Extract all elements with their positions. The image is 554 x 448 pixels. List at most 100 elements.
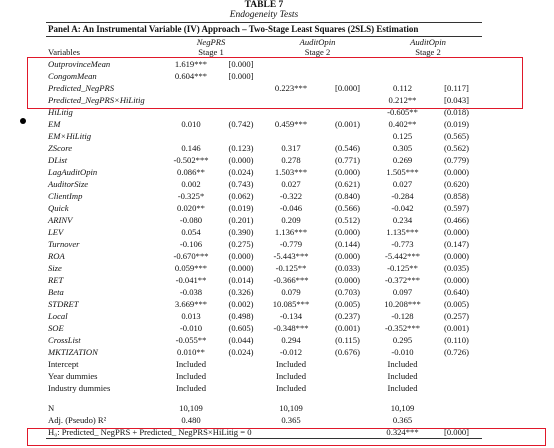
cell: (0.147) <box>443 239 470 249</box>
cell: -0.128 <box>391 311 414 321</box>
panel-title: Panel A: An Instrumental Variable (IV) A… <box>46 22 482 37</box>
cell: (0.115) <box>335 335 360 345</box>
cell: 0.146 <box>181 143 201 153</box>
cell: 0.059*** <box>174 263 208 273</box>
cell: (0.062) <box>228 191 254 201</box>
cell: 0.234 <box>392 215 413 225</box>
cell: 0.002 <box>181 179 201 189</box>
cell: Included <box>387 359 418 369</box>
cell: 0.010 <box>181 119 201 129</box>
cell: Year dummies <box>48 371 98 381</box>
cell: (0.390) <box>228 227 254 237</box>
cell: Local <box>48 311 68 321</box>
highlight-box <box>27 57 523 109</box>
cell: (0.024) <box>228 167 254 177</box>
cell: (0.566) <box>334 203 361 213</box>
cell: 0.079 <box>281 287 301 297</box>
table-row: AuditorSize 0.002 (0.743) 0.027 (0.621) 0.027… <box>46 178 482 190</box>
cell: 0.020** <box>177 203 205 213</box>
cell: (0.621) <box>334 179 361 189</box>
table-row: LEV 0.054 (0.390) 1.136*** (0.000) 1.135*** (0… <box>46 226 482 238</box>
cell: (0.000) <box>443 167 470 177</box>
column-header: Stage 2 <box>374 47 483 58</box>
cell: 0.086** <box>177 167 205 177</box>
cell: (0.000) <box>228 155 254 165</box>
cell: 10,109 <box>179 403 203 413</box>
cell: Included <box>275 371 307 381</box>
results-table: NegPRS AuditOpin AuditOpin Variables Sta… <box>46 37 483 439</box>
cell <box>221 382 261 394</box>
cell: (0.237) <box>334 311 361 321</box>
table-body: OutprovinceMean 1.619*** [0.000] CongomMean… <box>46 58 483 439</box>
cell: 0.365 <box>392 415 413 425</box>
cell: (0.000) <box>228 263 254 273</box>
column-header: Stage 2 <box>261 47 375 58</box>
cell: -0.284 <box>391 191 414 201</box>
cell: 0.317 <box>281 143 301 153</box>
cell: (0.201) <box>228 215 254 225</box>
cell: -0.041** <box>175 275 207 285</box>
table-row: CongomMean 0.604*** [0.000] <box>46 70 482 82</box>
cell: 0.027 <box>392 179 413 189</box>
table-row: RET -0.041** (0.014) -0.366*** (0.000) -0.372… <box>46 274 482 286</box>
cell: [0.000] <box>334 83 361 93</box>
cell: (0.257) <box>443 311 470 321</box>
cell: (0.001) <box>334 323 361 333</box>
cell: (0.326) <box>228 287 254 297</box>
table-row: STDRET 3.669*** (0.002) 10.085*** (0.005) 10.… <box>46 298 482 310</box>
cell: 1.503*** <box>274 167 308 177</box>
cell <box>431 382 482 394</box>
cell: -0.352*** <box>384 323 421 333</box>
cell: Included <box>175 371 207 381</box>
cell: 0.112 <box>393 83 413 93</box>
cell: -0.348*** <box>273 323 309 333</box>
cell: 0.097 <box>392 287 413 297</box>
cell: CrossList <box>48 335 81 345</box>
table-row: ClientImp -0.325* (0.062) -0.322 (0.840) -0.2… <box>46 190 482 202</box>
cell <box>431 358 482 370</box>
table-subtitle: Endogeneity Tests <box>229 10 299 20</box>
cell: HiLitig <box>48 107 73 117</box>
cell: EM×HiLitig <box>48 131 92 141</box>
table-row: HiLitig -0.605** (0.018) <box>46 106 482 118</box>
table-row: Quick 0.020** (0.019) -0.046 (0.566) -0.042 (0… <box>46 202 482 214</box>
cell <box>321 130 374 142</box>
cell: (0.742) <box>228 119 254 129</box>
table-row: SOE -0.010 (0.605) -0.348*** (0.001) -0.352**… <box>46 322 482 334</box>
cell: 0.324*** <box>374 426 432 439</box>
cell: 10.085*** <box>272 299 310 309</box>
cell: 0.269 <box>392 155 413 165</box>
cell: -0.010 <box>391 347 414 357</box>
cell <box>221 370 261 382</box>
cell: LEV <box>48 227 64 237</box>
table-row: Year dummies Included Included Included <box>46 370 482 382</box>
cell: (0.033) <box>334 263 361 273</box>
cell: -0.366*** <box>273 275 309 285</box>
cell: 0.054 <box>181 227 201 237</box>
table-row: ROA -0.670*** (0.000) -5.443*** (0.000) -5.44… <box>46 250 482 262</box>
cell: (0.743) <box>228 179 254 189</box>
table-row: Beta -0.038 (0.326) 0.079 (0.703) 0.097 (0.640… <box>46 286 482 298</box>
hypothesis-row: H₀: Predicted_ NegPRS + Predicted_ NegPR… <box>46 426 483 439</box>
cell: (0.275) <box>228 239 254 249</box>
cell: (0.779) <box>443 155 470 165</box>
cell <box>321 414 374 426</box>
cell: ClientImp <box>48 191 83 201</box>
cell: EM <box>48 119 61 129</box>
column-header: Variables <box>46 47 161 58</box>
table-row: Intercept Included Included Included <box>46 358 482 370</box>
cell: (0.676) <box>334 347 361 357</box>
cell: ROA <box>48 251 65 261</box>
cell <box>261 130 321 142</box>
cell: (0.123) <box>228 143 254 153</box>
table-row: Industry dummies Included Included Included <box>46 382 482 394</box>
cell: -0.125** <box>387 263 418 273</box>
cell: (0.546) <box>334 143 361 153</box>
table-row: EM 0.010 (0.742) 0.459*** (0.001) 0.402** (0.0… <box>46 118 482 130</box>
cell: H₀: Predicted_ NegPRS + Predicted_ NegPR… <box>46 426 375 439</box>
cell: (0.498) <box>228 311 254 321</box>
cell: N <box>48 403 55 413</box>
cell: LagAuditOpin <box>48 167 98 177</box>
cell: (0.771) <box>334 155 361 165</box>
cell: [0.000] <box>431 426 483 439</box>
